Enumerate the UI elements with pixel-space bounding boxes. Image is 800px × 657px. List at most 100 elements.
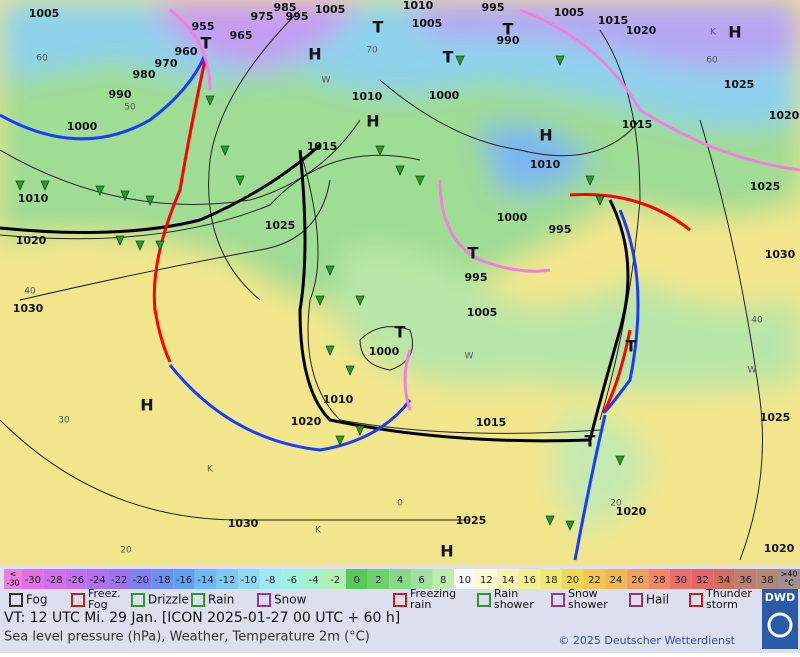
valid-time: VT: 12 UTC Mi. 29 Jan. [ICON 2025-01-27 … [4, 610, 400, 626]
grid-label: K [315, 526, 322, 536]
scale-label: 34 [718, 575, 731, 586]
scale-label: 32 [696, 575, 709, 586]
weather-label: Snow [568, 587, 598, 600]
weather-icon [71, 593, 85, 607]
pressure-label: 1025 [456, 514, 487, 527]
weather-symbol [15, 180, 25, 191]
weather-symbol [205, 95, 215, 106]
pressure-label: 965 [230, 29, 253, 42]
scale-cell [86, 569, 109, 589]
scale-label: 16 [523, 575, 536, 586]
weather-symbol [395, 165, 405, 176]
grid-label: 40 [751, 316, 763, 326]
pressure-label: 1005 [554, 6, 585, 19]
pressure-label: 1010 [403, 0, 434, 12]
pressure-label: 1015 [598, 14, 629, 27]
scale-label: 8 [440, 575, 446, 586]
weather-symbol [40, 180, 50, 191]
pressure-center: T [585, 432, 596, 451]
scale-label: -4 [309, 575, 319, 586]
weather-symbol [220, 145, 230, 156]
pressure-label: 1025 [750, 180, 781, 193]
scale-cell [43, 569, 66, 589]
pressure-label: 1015 [476, 416, 507, 429]
grid-label: 20 [120, 546, 132, 556]
scale-cell [4, 569, 22, 589]
pressure-label: 1010 [18, 192, 49, 205]
scale-label: °C [784, 579, 794, 588]
scale-label: -26 [68, 575, 84, 586]
scale-cell [194, 569, 217, 589]
scale-cell [389, 569, 411, 589]
pressure-label: 975 [251, 10, 274, 23]
pressure-label: 1030 [13, 302, 44, 315]
weather-label: Hail [646, 593, 669, 607]
pressure-label: 1010 [530, 158, 561, 171]
scale-cell [281, 569, 303, 589]
grid-label: 60 [36, 54, 48, 64]
scale-cell [583, 569, 606, 589]
scale-label: -30 [6, 579, 19, 588]
scale-cell [65, 569, 87, 589]
scale-cell [734, 569, 757, 589]
weather-label: storm [706, 598, 738, 611]
scale-cell [151, 569, 174, 589]
scale-label: -20 [133, 575, 149, 586]
weather-symbol [545, 515, 555, 526]
pressure-center: T [503, 20, 514, 39]
weather-label: shower [568, 598, 608, 611]
grid-label: 60 [706, 56, 718, 66]
pressure-label: 1015 [622, 118, 653, 131]
scale-cell [497, 569, 519, 589]
weather-symbol [95, 185, 105, 196]
pressure-label: 1000 [429, 89, 460, 102]
weather-icon [629, 593, 643, 607]
pressure-label: 1010 [323, 393, 354, 406]
weather-label: rain [410, 598, 431, 611]
scale-label: 0 [354, 575, 360, 586]
copyright: © 2025 Deutscher Wetterdienst [558, 634, 735, 647]
weather-symbol [120, 190, 130, 201]
weather-symbol [415, 175, 425, 186]
fronts [0, 8, 800, 561]
scale-label: -24 [89, 575, 105, 586]
weather-icon [131, 593, 145, 607]
weather-symbol [565, 520, 575, 531]
pressure-label: 995 [549, 223, 572, 236]
weather-label: Snow [274, 593, 307, 607]
grid-label: 0 [397, 499, 403, 509]
weather-symbol [355, 425, 365, 436]
grid-label: 30 [58, 416, 70, 426]
dwd-logo-mark [767, 612, 793, 638]
weather-symbol [355, 295, 365, 306]
scale-cell [432, 569, 454, 589]
weather-icon [257, 593, 271, 607]
grid-label: W [748, 366, 757, 376]
scale-label: 4 [397, 575, 403, 586]
dwd-logo [762, 589, 798, 649]
grid-label: 50 [124, 103, 136, 113]
pressure-label: 990 [497, 34, 520, 47]
scale-label: 38 [761, 575, 774, 586]
scale-label: -28 [46, 575, 62, 586]
grid-label: W [322, 76, 331, 86]
scale-label: 10 [458, 575, 471, 586]
weather-symbol [555, 55, 565, 66]
scale-label: -18 [154, 575, 170, 586]
weather-symbol [615, 455, 625, 466]
scale-label: 2 [375, 575, 381, 586]
scale-label: 6 [418, 575, 424, 586]
scale-label: < [10, 570, 17, 579]
scale-cell [346, 569, 368, 589]
weather-icon [191, 593, 205, 607]
weather-label: Fog [88, 598, 108, 611]
weather-symbol [135, 240, 145, 251]
scale-label: >40 [781, 570, 798, 579]
description: Sea level pressure (hPa), Weather, Tempe… [4, 630, 370, 645]
scale-label: 18 [545, 575, 558, 586]
weather-symbol [325, 265, 335, 276]
pressure-center: H [440, 542, 453, 561]
scale-cell [173, 569, 195, 589]
